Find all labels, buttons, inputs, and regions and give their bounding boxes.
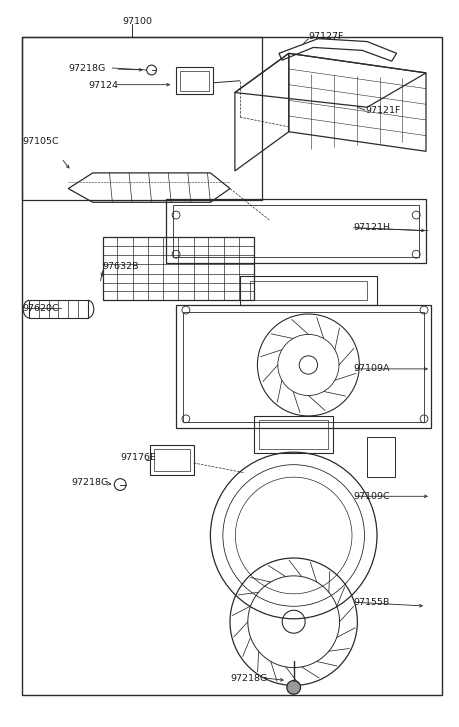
Text: 97218G: 97218G: [230, 674, 267, 683]
Text: 97218G: 97218G: [71, 478, 108, 487]
Text: 97109A: 97109A: [353, 364, 390, 374]
Bar: [176, 67, 213, 95]
Bar: [176, 305, 431, 427]
Bar: [173, 205, 419, 257]
Bar: [250, 281, 367, 300]
Bar: [166, 199, 426, 263]
Text: 97218G: 97218G: [68, 63, 106, 73]
Bar: [22, 36, 263, 201]
Text: 97124: 97124: [88, 81, 118, 90]
Bar: [367, 438, 395, 477]
Bar: [254, 416, 333, 453]
Bar: [150, 446, 194, 475]
Bar: [240, 276, 377, 305]
Bar: [183, 312, 424, 422]
Text: 97121H: 97121H: [353, 223, 391, 232]
Text: 97127F: 97127F: [308, 32, 344, 41]
Text: 97620C: 97620C: [22, 304, 59, 313]
Text: 97109C: 97109C: [353, 491, 390, 501]
Bar: [103, 236, 254, 300]
Bar: [154, 449, 190, 471]
Bar: [180, 71, 209, 91]
Text: 97105C: 97105C: [22, 137, 59, 146]
Text: 97176E: 97176E: [120, 453, 156, 462]
Bar: [259, 420, 328, 449]
Text: 97121F: 97121F: [365, 105, 401, 115]
Text: 97155B: 97155B: [353, 598, 390, 606]
Text: 97100: 97100: [122, 17, 152, 26]
Circle shape: [287, 680, 301, 694]
Text: 97632B: 97632B: [103, 262, 139, 271]
